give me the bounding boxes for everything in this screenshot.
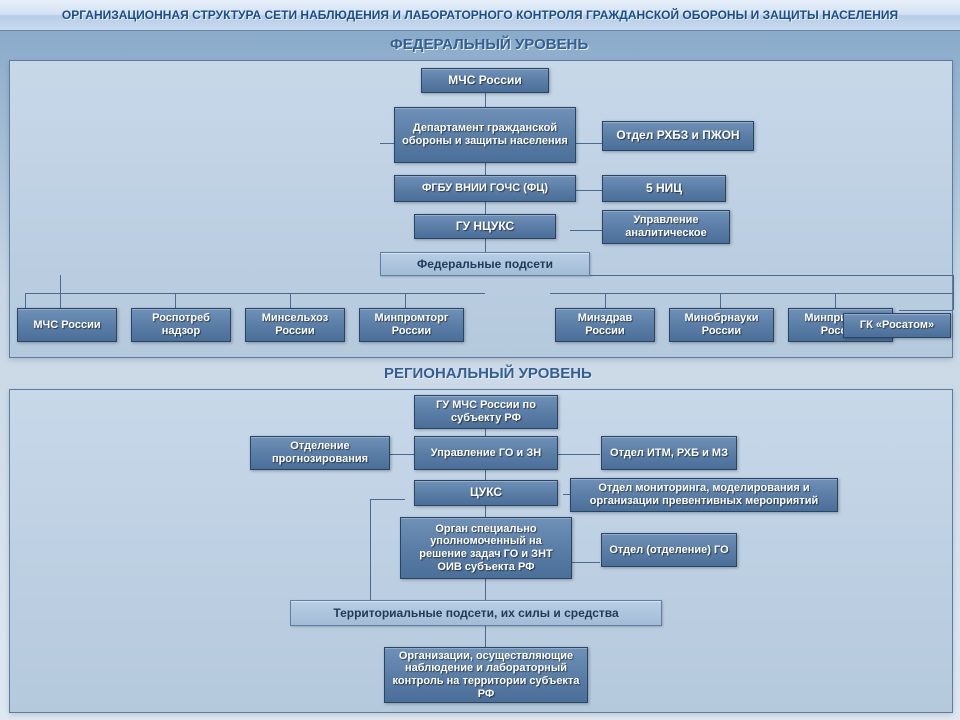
regional-monitor: Отдел мониторинга, моделирования и орган… [570,478,838,512]
subnet-5: Минобрнауки России [669,308,774,342]
section-federal-label: ФЕДЕРАЛЬНЫЙ УРОВЕНЬ [390,36,588,53]
federal-analit: Управление аналитическое [602,210,730,244]
regional-itm: Отдел ИТМ, РХБ и МЗ [601,436,737,470]
federal-5nic: 5 НИЦ [602,175,726,202]
federal-vnii: ФГБУ ВНИИ ГОЧС (ФЦ) [394,175,576,202]
page-title: ОРГАНИЗАЦИОННАЯ СТРУКТУРА СЕТИ НАБЛЮДЕНИ… [62,8,898,22]
federal-rhbz: Отдел РХБЗ и ПЖОН [602,121,754,151]
federal-root: МЧС России [421,68,549,93]
subnet-1: Роспотреб надзор [131,308,231,342]
federal-dept: Департамент гражданской обороны и защиты… [394,107,576,163]
section-regional-label: РЕГИОНАЛЬНЫЙ УРОВЕНЬ [384,365,592,382]
regional-special: Орган специально уполномоченный на решен… [400,517,572,579]
regional-cuks: ЦУКС [414,480,558,506]
subnet-0: МЧС России [17,308,117,342]
subnet-3: Минпромторг России [359,308,464,342]
regional-otdel: Отдел (отделение) ГО [601,533,737,567]
subnet-2: Минсельхоз России [245,308,345,342]
regional-root: ГУ МЧС России по субъекту РФ [414,395,558,429]
federal-subnets-label: Федеральные подсети [380,252,590,276]
title-bar: ОРГАНИЗАЦИОННАЯ СТРУКТУРА СЕТИ НАБЛЮДЕНИ… [0,0,960,31]
regional-orgs: Организации, осуществляющие наблюдение и… [384,647,588,703]
federal-ncuks: ГУ НЦУКС [414,214,556,239]
subnet-7: ГК «Росатом» [843,313,951,338]
subnet-4: Минздрав России [555,308,655,342]
regional-terr-label: Территориальные подсети, их силы и средс… [290,600,662,626]
regional-govzn: Управление ГО и ЗН [414,436,558,470]
regional-progn: Отделение прогнозирования [250,436,390,470]
